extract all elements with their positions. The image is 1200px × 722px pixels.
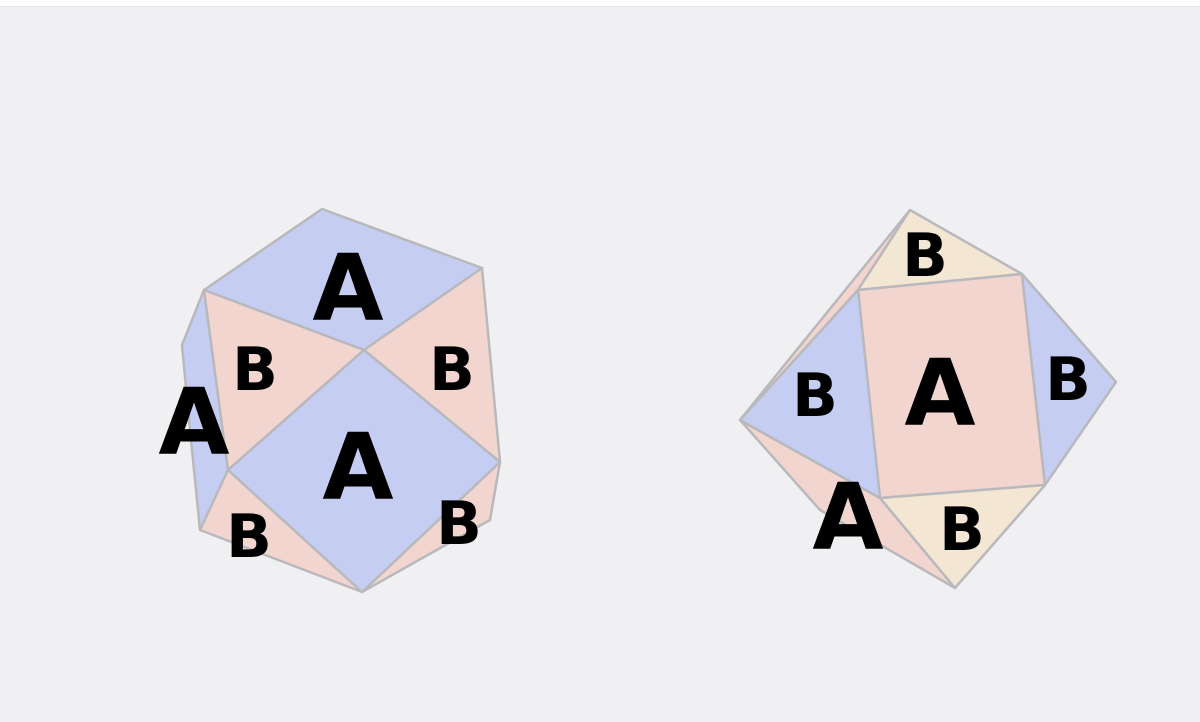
left-polyhedron: A B B A A B B <box>158 207 502 594</box>
face-b-bottom <box>878 483 1047 590</box>
label-b-bottom: B <box>939 495 985 565</box>
label-b-left: B <box>792 361 838 431</box>
label-a-top: A <box>312 235 383 342</box>
label-a-side: A <box>158 369 229 476</box>
label-b-bottom-left: B <box>226 502 272 572</box>
label-a-lower: A <box>812 464 883 571</box>
label-b-right: B <box>429 335 475 405</box>
label-b-left: B <box>232 335 278 405</box>
label-b-right: B <box>1045 345 1091 415</box>
face-b-right <box>1020 272 1118 487</box>
right-polyhedron: B A B B A B <box>738 208 1118 590</box>
label-a-square: A <box>904 340 975 447</box>
face-b-left <box>738 288 882 500</box>
face-a-center <box>226 348 502 594</box>
label-b-top: B <box>902 221 948 291</box>
label-a-center: A <box>322 414 393 521</box>
label-b-bottom-right: B <box>436 489 482 559</box>
window-top-border <box>0 0 1200 7</box>
